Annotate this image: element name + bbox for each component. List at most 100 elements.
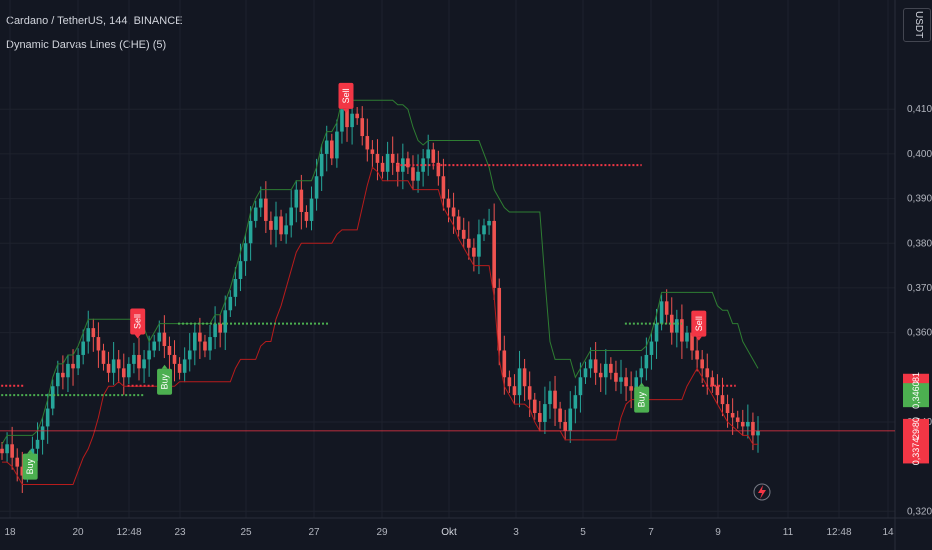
candle xyxy=(355,107,359,125)
candle xyxy=(746,404,750,439)
candle xyxy=(142,350,146,384)
candle xyxy=(598,363,603,393)
x-tick-label: 5 xyxy=(580,527,586,538)
candle xyxy=(492,203,496,300)
candle xyxy=(35,422,40,461)
candle xyxy=(56,360,60,396)
y-tick-label: 0,3200 xyxy=(907,506,932,517)
candle xyxy=(568,391,573,443)
candle xyxy=(147,335,151,377)
candle xyxy=(61,355,65,390)
candle xyxy=(401,143,405,190)
darvas-lower-line xyxy=(2,166,758,485)
candle xyxy=(558,401,562,429)
candle xyxy=(223,295,228,351)
candle xyxy=(274,201,278,248)
x-tick-label: Okt xyxy=(441,527,457,538)
candle xyxy=(106,351,111,383)
candle xyxy=(624,367,628,401)
candle xyxy=(426,134,431,176)
candle xyxy=(451,192,456,234)
x-tick-label: 18 xyxy=(4,527,16,538)
candle xyxy=(81,329,85,365)
lightning-icon[interactable] xyxy=(753,483,771,501)
candle xyxy=(309,186,314,231)
candle xyxy=(385,141,390,182)
x-tick-label: 14 xyxy=(882,527,894,538)
candle xyxy=(269,211,273,245)
svg-text:Sell: Sell xyxy=(694,316,704,331)
candle xyxy=(482,218,486,242)
candle xyxy=(705,353,710,395)
candle xyxy=(375,139,380,181)
sell-signal[interactable]: Sell xyxy=(338,82,354,113)
candle xyxy=(248,206,253,261)
currency-button[interactable]: USDT xyxy=(903,8,931,42)
candle xyxy=(182,347,187,383)
x-tick-label: 3 xyxy=(513,527,519,538)
candle xyxy=(527,371,532,418)
buy-signal[interactable]: Buy xyxy=(157,364,173,395)
x-tick-label: 9 xyxy=(715,527,721,538)
candle xyxy=(45,393,50,444)
candle xyxy=(5,432,9,463)
candle xyxy=(187,333,192,372)
candle xyxy=(279,209,283,242)
symbol-title: Cardano / TetherUS, 144, BINANCE xyxy=(6,15,183,27)
candle xyxy=(0,442,4,460)
candle xyxy=(157,320,162,351)
candle xyxy=(603,349,608,395)
svg-text:Buy: Buy xyxy=(637,391,647,407)
buy-signal[interactable]: Buy xyxy=(22,449,38,480)
x-tick-label: 23 xyxy=(174,527,186,538)
candle xyxy=(756,416,760,453)
indicator-title[interactable]: Dynamic Darvas Lines (CHE) (5) xyxy=(6,39,167,51)
candle xyxy=(573,385,578,424)
svg-text:Sell: Sell xyxy=(133,314,143,329)
candle xyxy=(441,158,446,211)
x-tick-label: 29 xyxy=(376,527,388,538)
candle xyxy=(284,213,288,244)
candle xyxy=(96,322,101,368)
candle xyxy=(675,309,679,348)
candle xyxy=(172,340,177,382)
candle xyxy=(319,144,324,191)
candle xyxy=(380,156,385,179)
candle xyxy=(578,362,583,413)
candle xyxy=(720,377,725,417)
buy-signal[interactable]: Buy xyxy=(634,382,650,413)
candle xyxy=(735,410,740,429)
candle xyxy=(421,149,425,187)
x-tick-label: 12:48 xyxy=(116,527,141,538)
candle xyxy=(609,357,613,380)
darvas-upper-line xyxy=(1,99,759,445)
candle xyxy=(294,180,299,223)
sell-signal[interactable]: Sell xyxy=(691,310,707,341)
candle xyxy=(116,350,121,384)
candle xyxy=(66,354,70,393)
sell-signal[interactable]: Sell xyxy=(130,308,146,339)
candle xyxy=(258,186,263,217)
candle xyxy=(517,350,522,408)
candle xyxy=(669,297,674,345)
candle xyxy=(390,136,395,175)
candle xyxy=(583,361,588,384)
candle xyxy=(10,426,14,470)
candle xyxy=(127,357,131,384)
svg-text:0,3374: 0,3374 xyxy=(911,438,921,466)
candle xyxy=(228,290,233,317)
candle xyxy=(213,306,217,350)
candle xyxy=(680,304,684,359)
candle xyxy=(487,208,491,235)
candle xyxy=(167,336,172,370)
svg-text:Buy: Buy xyxy=(160,373,170,389)
candle xyxy=(198,317,202,359)
candle xyxy=(416,154,420,193)
x-tick-label: 7 xyxy=(648,527,654,538)
candle xyxy=(497,278,502,366)
